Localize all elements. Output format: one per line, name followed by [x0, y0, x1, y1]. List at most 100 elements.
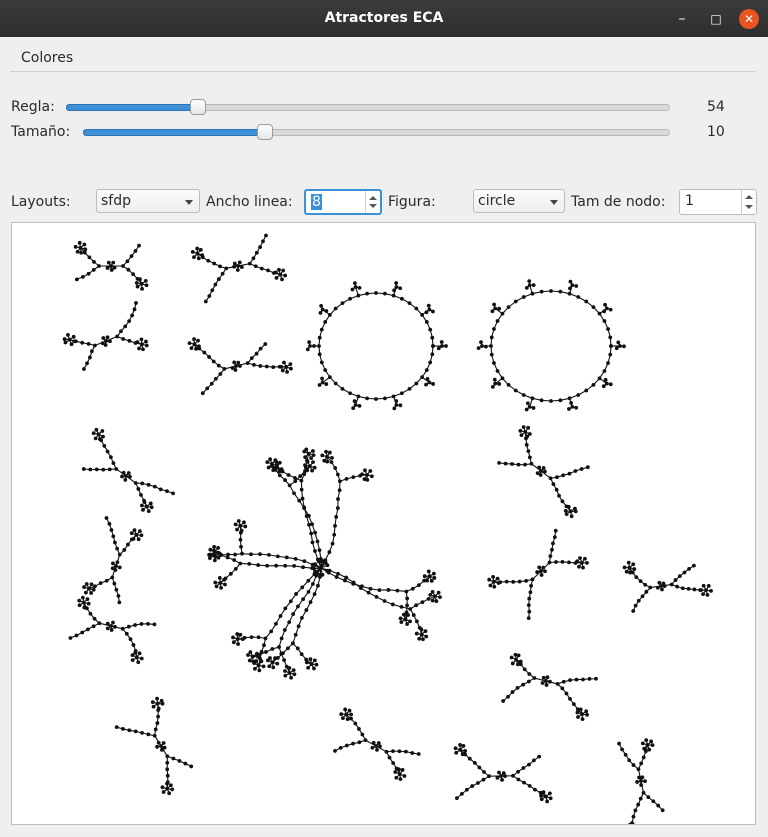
graph-node	[165, 781, 169, 786]
graph-node	[258, 552, 262, 557]
graph-node	[425, 377, 430, 381]
rule-slider-handle[interactable]	[190, 99, 206, 115]
menu-colores[interactable]: Colores	[21, 50, 74, 66]
graph-node	[263, 342, 268, 346]
size-slider-handle[interactable]	[257, 124, 273, 140]
graph-node	[583, 556, 587, 561]
graph-node	[263, 636, 268, 641]
graph-node	[574, 284, 579, 288]
graph-node	[322, 458, 327, 463]
graph-node	[71, 334, 76, 339]
graph-node	[430, 590, 435, 594]
graph-node	[365, 291, 369, 296]
graph-node	[424, 634, 429, 639]
graph-node	[394, 775, 399, 780]
graph-node	[189, 764, 194, 769]
graph-node	[515, 662, 520, 667]
graph-node	[397, 749, 402, 754]
graph-canvas[interactable]	[11, 222, 756, 825]
graph-node	[194, 346, 198, 351]
arrow-down-icon[interactable]	[745, 205, 753, 209]
graph-node	[93, 436, 98, 441]
graph-node	[425, 578, 430, 583]
maximize-button[interactable]: □	[706, 9, 726, 29]
window-title: Atractores ECA	[324, 10, 444, 26]
arrow-down-icon[interactable]	[369, 204, 377, 208]
graph-node	[400, 768, 405, 772]
graph-node	[196, 338, 200, 343]
graph-node	[489, 352, 494, 357]
graph-node	[160, 747, 164, 752]
node-size-spinbox[interactable]: 1	[679, 189, 757, 215]
graph-node	[360, 472, 365, 477]
graph-node	[233, 368, 238, 372]
graph-node	[265, 563, 270, 568]
graph-node	[426, 303, 431, 308]
graph-node	[77, 598, 82, 603]
rule-label: Regla:	[11, 99, 55, 115]
arrow-up-icon[interactable]	[369, 196, 377, 200]
graph-node	[317, 335, 322, 340]
graph-node	[233, 522, 238, 527]
graph-node	[247, 562, 252, 566]
graph-node	[160, 785, 165, 790]
graph-node	[622, 565, 627, 570]
graph-node	[268, 656, 272, 660]
size-slider[interactable]	[83, 123, 670, 143]
graph-node	[419, 627, 424, 632]
graph-node	[195, 246, 200, 251]
graph-node	[144, 343, 149, 348]
graph-node	[579, 467, 584, 471]
graph-node	[183, 761, 188, 766]
graph-node	[404, 749, 408, 754]
graph-node	[200, 391, 205, 396]
graph-node	[370, 745, 375, 750]
graph-node	[649, 739, 654, 744]
rule-slider[interactable]	[66, 98, 670, 118]
graph-node	[272, 466, 277, 471]
graph-node	[273, 270, 278, 275]
graph-node	[490, 384, 495, 389]
graph-node	[637, 775, 641, 780]
line-width-spinbox[interactable]: 8	[304, 189, 382, 215]
graph-node	[85, 597, 90, 602]
graph-node	[132, 528, 137, 533]
graph-node	[235, 268, 240, 272]
graph-node	[416, 752, 421, 756]
graph-node	[149, 505, 154, 510]
graph-node	[345, 717, 350, 722]
graph-node	[143, 279, 148, 283]
graph-node	[230, 366, 235, 370]
graph-node	[647, 747, 652, 752]
graph-node	[417, 636, 422, 641]
graph-node	[217, 551, 222, 556]
graph-node	[617, 741, 621, 746]
graph-node	[531, 283, 536, 288]
graph-node	[259, 649, 264, 654]
graph-node	[394, 281, 399, 285]
graph-node	[274, 276, 279, 280]
minimize-button[interactable]: –	[672, 9, 692, 29]
graph-node	[236, 642, 240, 646]
shape-combobox[interactable]: circle	[473, 189, 565, 213]
node-size-stepper[interactable]	[741, 190, 756, 214]
graph-node	[130, 653, 135, 658]
graph-node	[285, 369, 289, 374]
graph-node	[117, 565, 122, 570]
line-width-stepper[interactable]	[365, 191, 380, 213]
graph-node	[280, 368, 285, 373]
layouts-label: Layouts:	[11, 194, 71, 210]
graph-node	[140, 730, 144, 735]
graph-node	[587, 676, 592, 681]
layouts-combobox[interactable]: sfdp	[96, 189, 200, 213]
graph-node	[309, 531, 314, 536]
arrow-up-icon[interactable]	[745, 195, 753, 199]
graph-node	[537, 754, 542, 759]
graph-node	[576, 715, 580, 719]
graph-node	[363, 468, 367, 473]
graph-node	[398, 777, 403, 781]
graph-node	[190, 249, 195, 254]
close-button[interactable]: ✕	[739, 9, 759, 29]
graph-node	[543, 569, 547, 574]
graph-node	[501, 771, 506, 776]
